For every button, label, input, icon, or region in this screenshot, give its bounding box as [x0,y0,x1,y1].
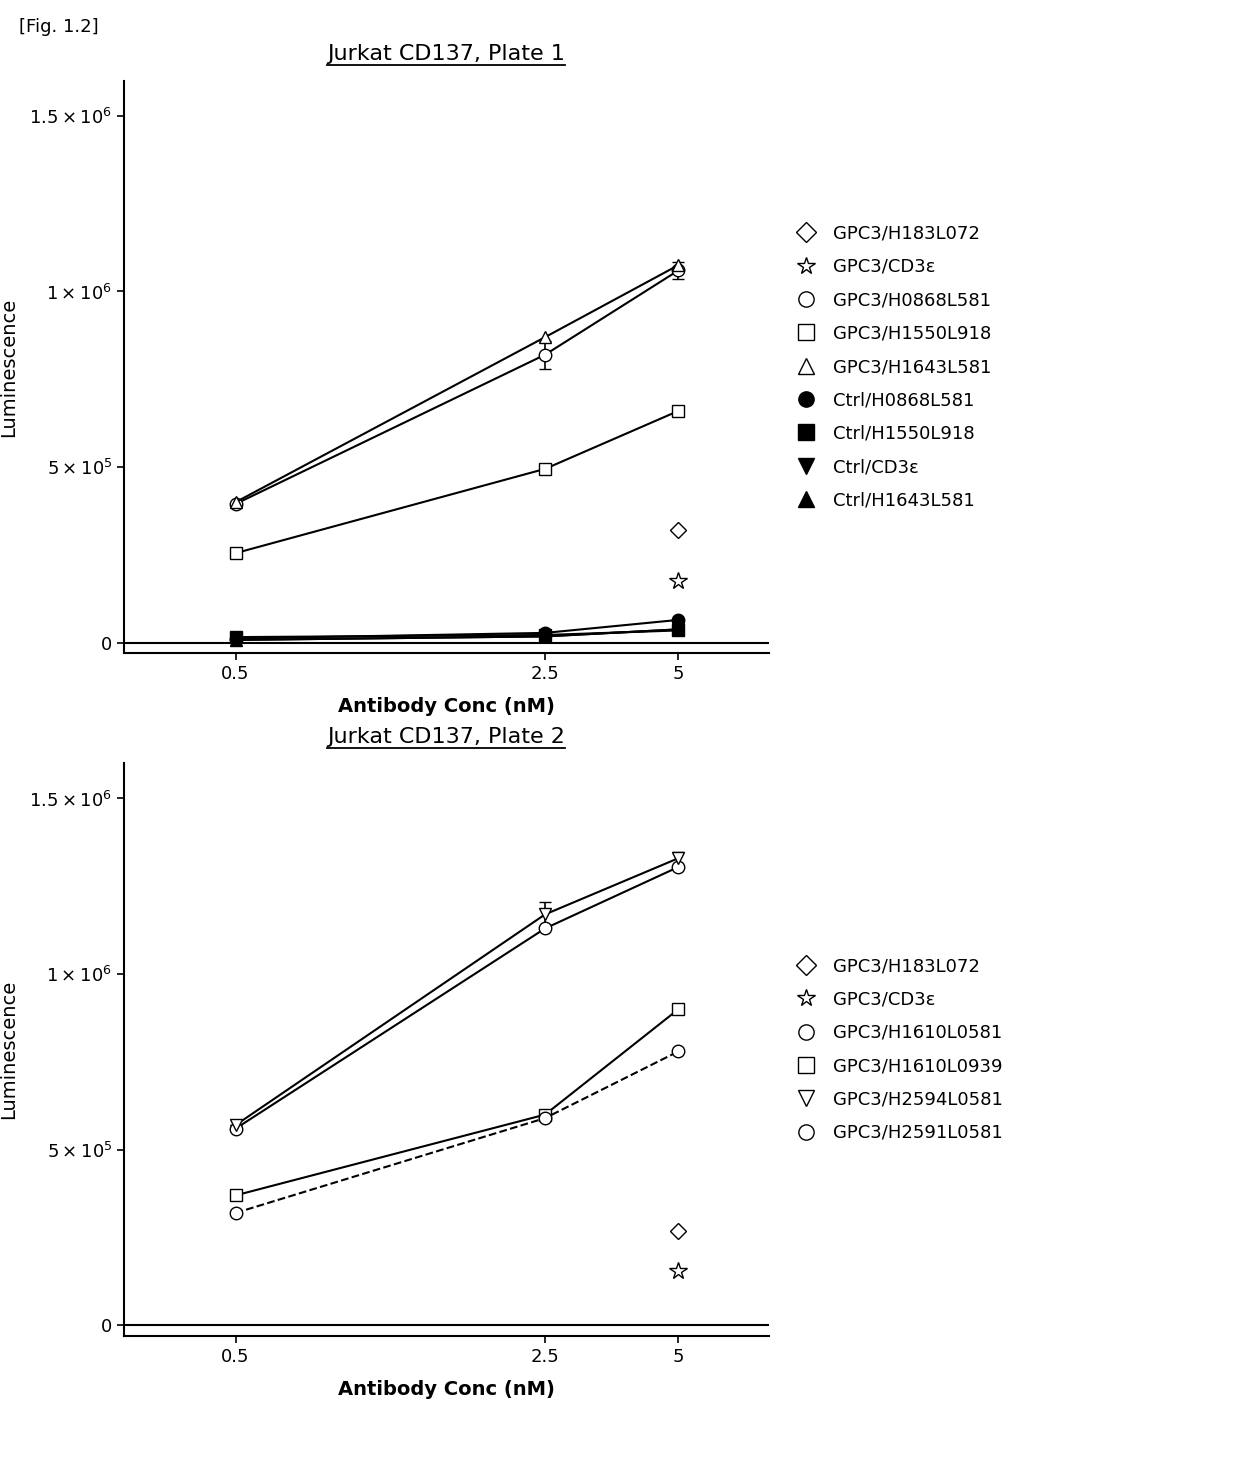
Y-axis label: Luminescence: Luminescence [0,981,19,1119]
Title: Jurkat CD137, Plate 1: Jurkat CD137, Plate 1 [327,44,565,65]
Text: [Fig. 1.2]: [Fig. 1.2] [19,18,98,35]
Legend: GPC3/H183L072, GPC3/CD3ε, GPC3/H1610L0581, GPC3/H1610L0939, GPC3/H2594L0581, GPC: GPC3/H183L072, GPC3/CD3ε, GPC3/H1610L058… [797,957,1003,1142]
X-axis label: Antibody Conc (nM): Antibody Conc (nM) [339,1380,554,1399]
Title: Jurkat CD137, Plate 2: Jurkat CD137, Plate 2 [327,727,565,747]
Legend: GPC3/H183L072, GPC3/CD3ε, GPC3/H0868L581, GPC3/H1550L918, GPC3/H1643L581, Ctrl/H: GPC3/H183L072, GPC3/CD3ε, GPC3/H0868L581… [797,225,992,509]
X-axis label: Antibody Conc (nM): Antibody Conc (nM) [339,697,554,716]
Y-axis label: Luminescence: Luminescence [0,298,19,436]
